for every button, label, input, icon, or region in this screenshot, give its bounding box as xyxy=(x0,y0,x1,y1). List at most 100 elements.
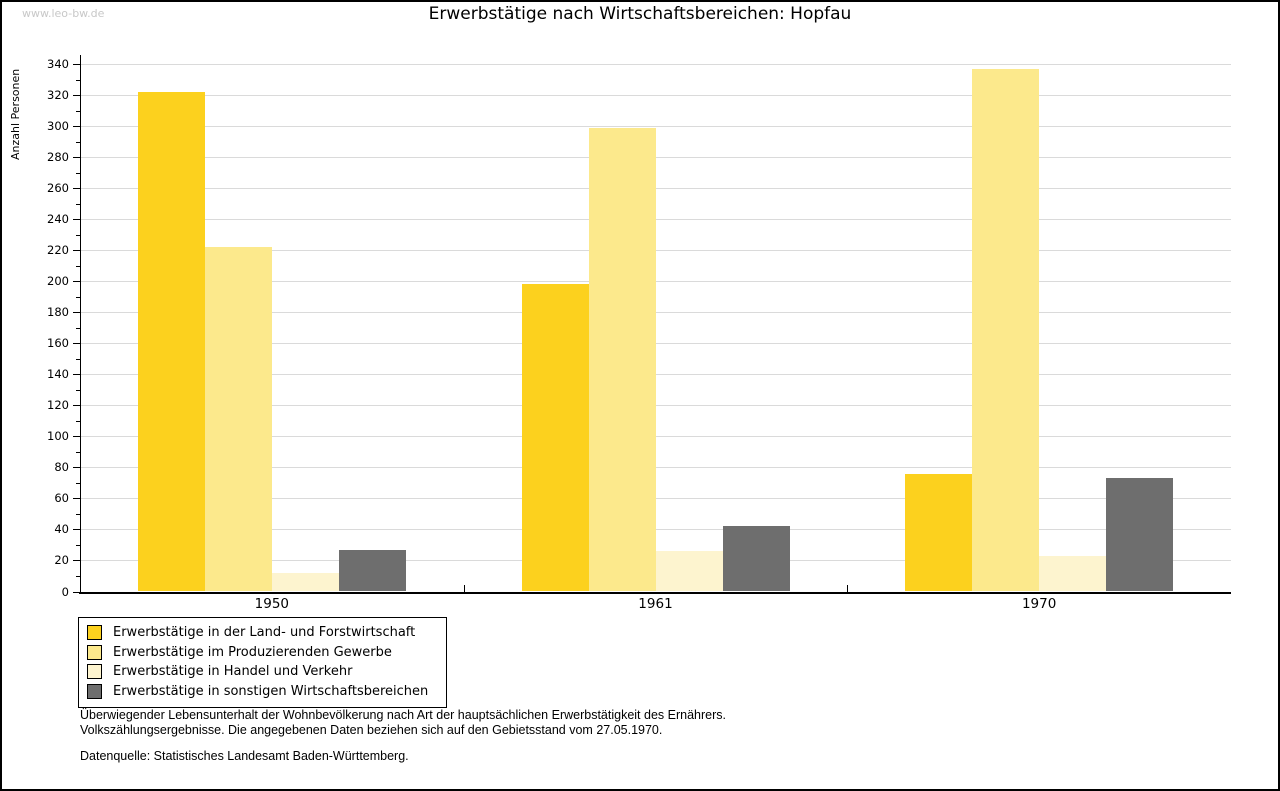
legend-label-1: Erwerbstätige in der Land- und Forstwirt… xyxy=(113,625,416,641)
gridline-y-260 xyxy=(81,188,1231,190)
legend-label-4: Erwerbstätige in sonstigen Wirtschaftsbe… xyxy=(113,683,429,699)
y-tick-label-20: 20 xyxy=(54,553,69,568)
gridline-y-340 xyxy=(81,64,1231,65)
bar-1970-series-4 xyxy=(1106,478,1174,592)
bar-1950-series-3 xyxy=(271,572,339,592)
gridline-y-180 xyxy=(81,312,1231,314)
x-axis-line xyxy=(79,591,1231,594)
y-major-tick-0 xyxy=(73,591,80,593)
y-tick-label-260: 260 xyxy=(47,181,69,196)
y-tick-label-40: 40 xyxy=(54,522,69,537)
legend-item-2: Erwerbstätige im Produzierenden Gewerbe xyxy=(87,643,438,663)
y-minor-tick-290 xyxy=(76,141,80,143)
y-major-tick-180 xyxy=(73,312,80,314)
y-major-tick-40 xyxy=(73,529,80,531)
y-major-tick-100 xyxy=(73,436,80,438)
y-major-tick-260 xyxy=(73,188,80,190)
x-tick-label-1961: 1961 xyxy=(638,596,673,612)
y-tick-label-80: 80 xyxy=(54,460,69,475)
y-major-tick-120 xyxy=(73,405,80,407)
legend-label-2: Erwerbstätige im Produzierenden Gewerbe xyxy=(113,644,392,660)
legend-swatch-3 xyxy=(87,664,102,680)
y-tick-label-160: 160 xyxy=(47,336,69,351)
bar-1961-series-2 xyxy=(588,127,656,592)
legend-label-3: Erwerbstätige in Handel und Verkehr xyxy=(113,664,353,680)
y-minor-tick-330 xyxy=(76,79,80,81)
y-minor-tick-170 xyxy=(76,327,80,329)
y-minor-tick-110 xyxy=(76,420,80,422)
legend-swatch-4 xyxy=(87,683,102,699)
gridline-y-140 xyxy=(81,374,1231,376)
footnote-line-2: Volkszählungsergebnisse. Die angegebenen… xyxy=(80,723,663,737)
y-minor-tick-310 xyxy=(76,110,80,112)
y-minor-tick-270 xyxy=(76,172,80,174)
y-major-tick-240 xyxy=(73,219,80,221)
gridline-y-40 xyxy=(81,529,1231,531)
x-separator-tick xyxy=(847,584,849,592)
bar-1970-series-2 xyxy=(972,68,1040,592)
x-separator-tick xyxy=(463,584,465,592)
y-major-tick-200 xyxy=(73,281,80,283)
y-tick-label-100: 100 xyxy=(47,429,69,444)
y-major-tick-20 xyxy=(73,560,80,562)
site-watermark: www.leo-bw.de xyxy=(22,7,105,20)
legend-item-4: Erwerbstätige in sonstigen Wirtschaftsbe… xyxy=(87,682,438,702)
y-minor-tick-30 xyxy=(76,544,80,546)
bar-1950-series-2 xyxy=(204,247,272,592)
y-tick-label-120: 120 xyxy=(47,398,69,413)
y-tick-label-0: 0 xyxy=(61,584,69,599)
y-minor-tick-90 xyxy=(76,451,80,453)
gridline-y-200 xyxy=(81,281,1231,283)
chart-title: Erwerbstätige nach Wirtschaftsbereichen:… xyxy=(428,4,852,24)
gridline-y-60 xyxy=(81,498,1231,500)
legend-item-1: Erwerbstätige in der Land- und Forstwirt… xyxy=(87,623,438,643)
y-tick-label-340: 340 xyxy=(47,57,69,71)
y-minor-tick-230 xyxy=(76,234,80,236)
y-minor-tick-130 xyxy=(76,389,80,391)
y-axis-title: Anzahl Personen xyxy=(9,68,22,160)
y-tick-label-240: 240 xyxy=(47,212,69,227)
gridline-y-80 xyxy=(81,467,1231,469)
y-tick-label-300: 300 xyxy=(47,119,69,134)
bar-1950-series-1 xyxy=(137,91,205,592)
y-tick-label-140: 140 xyxy=(47,367,69,382)
y-axis-line xyxy=(80,55,81,593)
legend: Erwerbstätige in der Land- und Forstwirt… xyxy=(78,617,447,708)
y-major-tick-300 xyxy=(73,126,80,128)
gridline-y-240 xyxy=(81,219,1231,221)
y-major-tick-140 xyxy=(73,374,80,376)
bar-1970-series-1 xyxy=(905,473,973,592)
bar-1950-series-4 xyxy=(338,549,406,592)
gridline-y-100 xyxy=(81,436,1231,438)
y-tick-label-180: 180 xyxy=(47,305,69,320)
bar-1961-series-1 xyxy=(521,284,589,592)
y-major-tick-80 xyxy=(73,467,80,469)
y-minor-tick-10 xyxy=(76,575,80,577)
legend-swatch-2 xyxy=(87,644,102,660)
footnote-line-1: Überwiegender Lebensunterhalt der Wohnbe… xyxy=(80,708,726,722)
y-minor-tick-190 xyxy=(76,296,80,298)
x-tick-label-1950: 1950 xyxy=(254,596,289,612)
y-minor-tick-70 xyxy=(76,482,80,484)
y-minor-tick-50 xyxy=(76,513,80,515)
bar-1961-series-4 xyxy=(722,526,790,592)
gridline-y-320 xyxy=(81,95,1231,97)
x-tick-label-1970: 1970 xyxy=(1021,596,1057,612)
bar-1970-series-3 xyxy=(1039,555,1107,592)
y-tick-label-280: 280 xyxy=(47,150,69,165)
gridline-y-160 xyxy=(81,343,1231,345)
y-minor-tick-210 xyxy=(76,265,80,267)
data-source-line: Datenquelle: Statistisches Landesamt Bad… xyxy=(80,749,409,763)
footnote: Überwiegender Lebensunterhalt der Wohnbe… xyxy=(80,708,726,764)
y-tick-label-200: 200 xyxy=(47,274,69,289)
y-tick-label-220: 220 xyxy=(47,243,69,258)
y-major-tick-280 xyxy=(73,157,80,159)
y-major-tick-320 xyxy=(73,95,80,97)
gridline-y-300 xyxy=(81,126,1231,128)
y-major-tick-160 xyxy=(73,343,80,345)
y-major-tick-60 xyxy=(73,498,80,500)
gridline-y-280 xyxy=(81,157,1231,159)
gridline-y-120 xyxy=(81,405,1231,407)
gridline-y-220 xyxy=(81,250,1231,252)
y-major-tick-220 xyxy=(73,250,80,252)
